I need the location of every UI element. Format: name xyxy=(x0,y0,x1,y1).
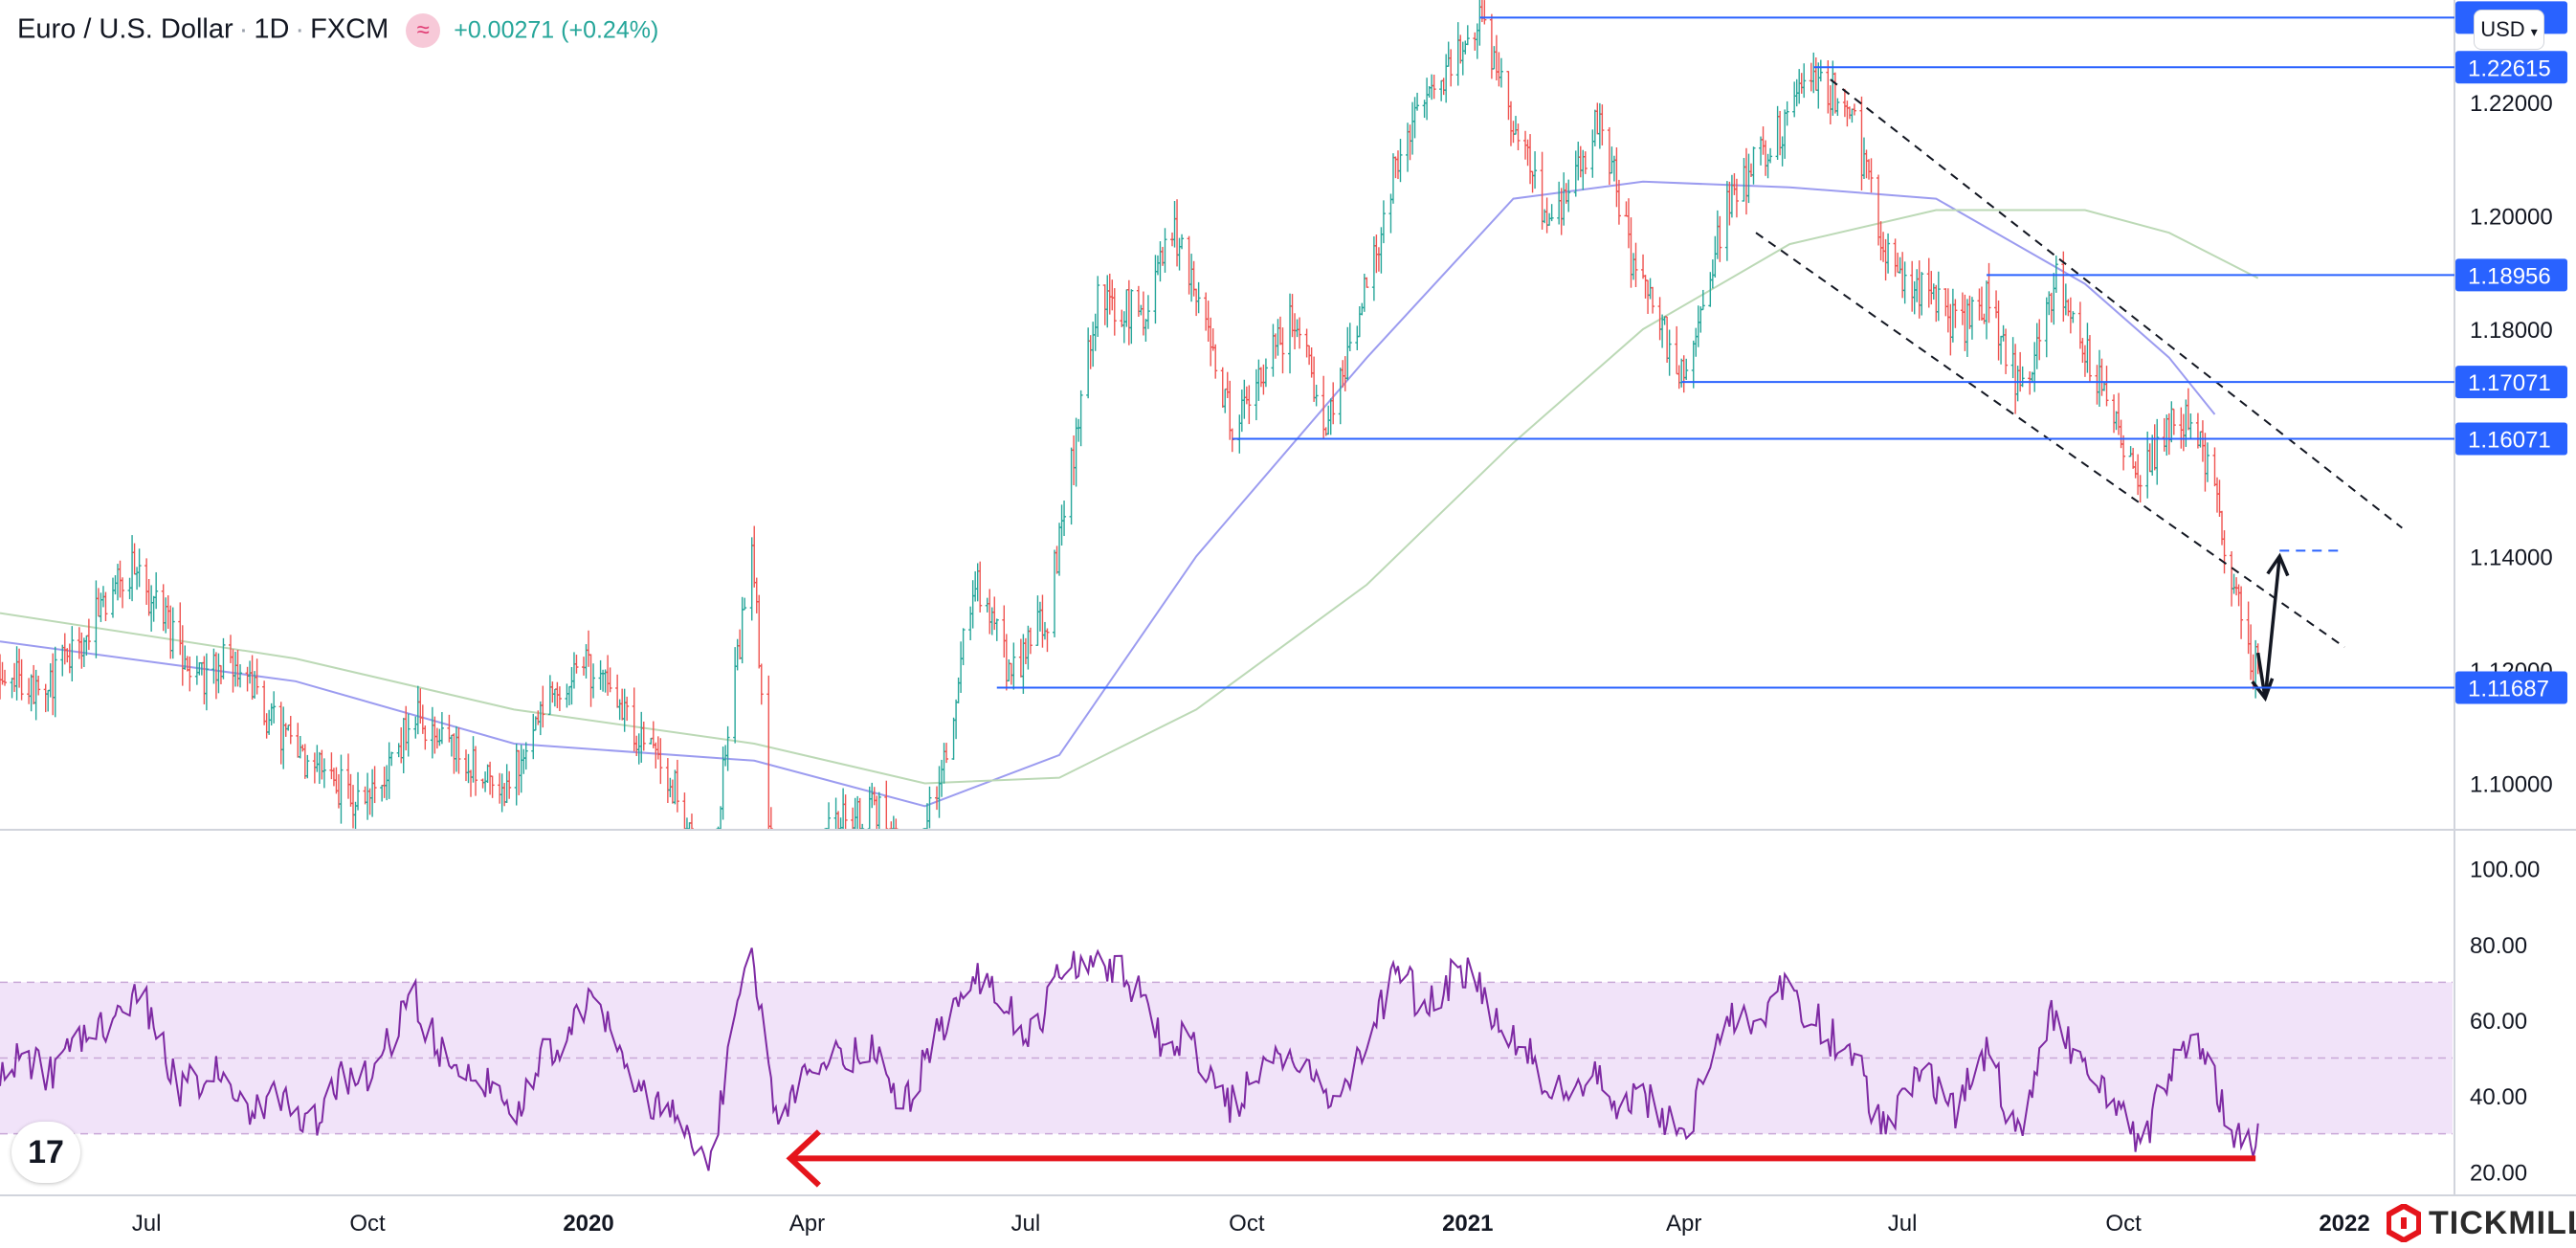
rsi-annotation-arrowhead xyxy=(786,1129,821,1188)
price-change: +0.00271 (+0.24%) xyxy=(454,16,659,44)
rsi-line xyxy=(0,947,2259,1171)
time-tick-label: Oct xyxy=(1229,1211,1265,1237)
moving-averages xyxy=(0,180,2259,808)
symbol-name[interactable]: Euro / U.S. Dollar xyxy=(17,13,233,45)
support-resistance-levels: 1.22615 1.18956 1.17071 1.16071 1.11687 xyxy=(996,1,2567,704)
projection-arrows xyxy=(2251,549,2343,702)
rsi-tick-label: 100.00 xyxy=(2470,858,2540,883)
tradingview-logo-icon[interactable]: 17 xyxy=(11,1122,80,1183)
brand-name: TICKMILL xyxy=(2429,1204,2576,1241)
time-tick-label: 2020 xyxy=(563,1211,613,1237)
brand-logo: TICKMILL xyxy=(2387,1204,2576,1242)
currency-selector[interactable]: USD ▾ xyxy=(2474,10,2544,50)
level-label: 1.18956 xyxy=(2468,263,2551,289)
time-tick-label: Jul xyxy=(132,1211,162,1237)
time-tick-label: Oct xyxy=(2105,1211,2142,1237)
time-tick-label: 2022 xyxy=(2319,1211,2369,1237)
rsi-panel xyxy=(0,947,2453,1188)
channel-line xyxy=(1755,232,2345,649)
time-tick-label: Jul xyxy=(1011,1211,1041,1237)
channel-line xyxy=(1830,78,2403,529)
trend-channel xyxy=(1755,78,2403,649)
exchange-label: FXCM xyxy=(310,13,389,45)
currency-label: USD xyxy=(2480,17,2525,41)
level-label: 1.17071 xyxy=(2468,370,2551,396)
time-tick-label: Oct xyxy=(349,1211,386,1237)
rsi-tick-label: 80.00 xyxy=(2470,933,2527,959)
tickmill-logo-icon xyxy=(2387,1204,2421,1242)
price-tick-label: 1.22000 xyxy=(2470,91,2553,117)
level-label-bg xyxy=(2455,422,2567,456)
rsi-tick-label: 60.00 xyxy=(2470,1009,2527,1035)
time-tick-label: 2021 xyxy=(1442,1211,1493,1237)
projection-arrowhead xyxy=(2266,552,2290,577)
approx-icon[interactable]: ≈ xyxy=(406,13,441,48)
moving-average-2 xyxy=(0,209,2259,785)
chevron-down-icon: ▾ xyxy=(2530,24,2538,39)
level-label-bg xyxy=(2455,258,2567,292)
projection-arrow xyxy=(2263,556,2282,699)
projection-arrow xyxy=(2255,652,2267,699)
rsi-tick-label: 20.00 xyxy=(2470,1160,2527,1186)
level-label: 1.11687 xyxy=(2468,676,2549,702)
level-label: 1.16071 xyxy=(2468,427,2551,453)
time-tick-label: Apr xyxy=(1666,1211,1701,1237)
candlesticks xyxy=(0,0,2260,830)
price-tick-label: 1.18000 xyxy=(2470,318,2553,344)
price-tick-label: 1.14000 xyxy=(2470,545,2553,570)
moving-average-1 xyxy=(0,180,2216,808)
chart-header: Euro / U.S. Dollar · 1D · FXCM ≈ +0.00271 (+0.… xyxy=(17,13,658,48)
level-label-bg xyxy=(2455,671,2567,704)
level-label-bg xyxy=(2455,51,2567,84)
time-tick-label: Apr xyxy=(789,1211,825,1237)
level-label-bg xyxy=(2455,366,2567,399)
rsi-tick-label: 40.00 xyxy=(2470,1084,2527,1110)
price-tick-label: 1.10000 xyxy=(2470,772,2553,798)
time-tick-label: Jul xyxy=(1888,1211,1918,1237)
level-label: 1.22615 xyxy=(2468,56,2551,81)
price-tick-label: 1.20000 xyxy=(2470,204,2553,230)
interval-label[interactable]: 1D xyxy=(254,13,290,45)
